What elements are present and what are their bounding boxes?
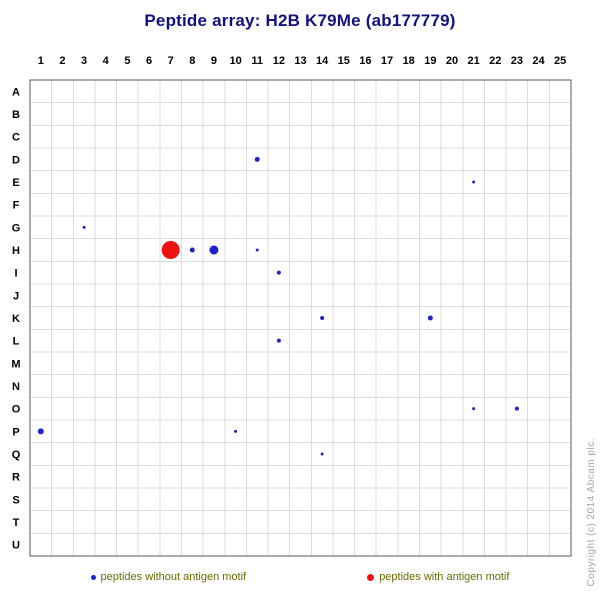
row-label: A bbox=[12, 86, 20, 98]
legend-dot-red bbox=[367, 573, 375, 581]
column-label: 7 bbox=[168, 55, 174, 67]
row-label: J bbox=[13, 290, 19, 302]
column-label: 15 bbox=[338, 55, 350, 67]
legend-dot-blue bbox=[90, 574, 96, 580]
column-label: 12 bbox=[273, 55, 285, 67]
column-label: 13 bbox=[294, 55, 306, 67]
column-label: 22 bbox=[489, 55, 501, 67]
column-label: 6 bbox=[146, 55, 152, 67]
row-label: T bbox=[13, 517, 20, 529]
column-label: 18 bbox=[403, 55, 415, 67]
data-point bbox=[472, 180, 476, 184]
row-label: Q bbox=[12, 449, 21, 461]
column-label: 20 bbox=[446, 55, 458, 67]
column-label: 19 bbox=[424, 55, 436, 67]
column-label: 11 bbox=[251, 55, 263, 67]
row-label: M bbox=[11, 358, 20, 370]
data-point bbox=[82, 225, 86, 229]
column-label: 8 bbox=[189, 55, 195, 67]
legend: peptides without antigen motif peptides … bbox=[30, 571, 570, 583]
data-point bbox=[254, 156, 260, 162]
column-label: 24 bbox=[532, 55, 545, 67]
data-point bbox=[472, 407, 476, 411]
data-point bbox=[514, 406, 519, 411]
column-label: 1 bbox=[38, 55, 44, 67]
column-label: 14 bbox=[316, 55, 329, 67]
data-point bbox=[209, 245, 219, 255]
row-label: N bbox=[12, 381, 20, 393]
copyright-text: Copyright (c) 2014 Abcam plc. bbox=[586, 437, 597, 586]
data-point bbox=[276, 338, 281, 343]
column-label: 3 bbox=[81, 55, 87, 67]
legend-item-with-motif: peptides with antigen motif bbox=[367, 571, 509, 583]
row-label: H bbox=[12, 245, 20, 257]
column-label: 25 bbox=[554, 55, 566, 67]
row-label: S bbox=[12, 494, 19, 506]
column-label: 5 bbox=[124, 55, 130, 67]
column-label: 9 bbox=[211, 55, 217, 67]
row-label: O bbox=[12, 404, 21, 416]
row-label: C bbox=[12, 132, 20, 144]
row-label: G bbox=[12, 222, 21, 234]
column-label: 10 bbox=[229, 55, 241, 67]
data-point bbox=[161, 241, 180, 259]
row-label: R bbox=[12, 472, 20, 484]
data-point bbox=[37, 428, 44, 435]
row-label: K bbox=[12, 313, 20, 325]
legend-label-with-motif: peptides with antigen motif bbox=[379, 571, 510, 583]
legend-label-without-motif: peptides without antigen motif bbox=[100, 571, 247, 583]
row-label: D bbox=[12, 154, 20, 166]
column-label: 16 bbox=[359, 55, 371, 67]
plot-border bbox=[29, 79, 572, 557]
row-label: B bbox=[12, 109, 20, 121]
column-label: 2 bbox=[59, 55, 65, 67]
row-label: P bbox=[12, 426, 19, 438]
data-point bbox=[320, 452, 324, 456]
data-point bbox=[320, 316, 325, 320]
data-point bbox=[255, 248, 259, 252]
data-point bbox=[427, 315, 433, 321]
chart-title: Peptide array: H2B K79Me (ab177779) bbox=[144, 11, 456, 30]
data-point bbox=[276, 270, 281, 275]
row-label: F bbox=[13, 200, 20, 212]
column-label: 23 bbox=[511, 55, 523, 67]
data-point bbox=[234, 429, 238, 433]
row-label: I bbox=[14, 268, 17, 280]
row-label: E bbox=[12, 177, 19, 189]
data-point bbox=[189, 247, 195, 253]
row-label: L bbox=[13, 336, 20, 348]
column-label: 4 bbox=[103, 55, 110, 67]
legend-item-without-motif: peptides without antigen motif bbox=[90, 571, 247, 583]
column-label: 21 bbox=[467, 55, 479, 67]
column-label: 17 bbox=[381, 55, 393, 67]
row-label: U bbox=[12, 540, 20, 552]
